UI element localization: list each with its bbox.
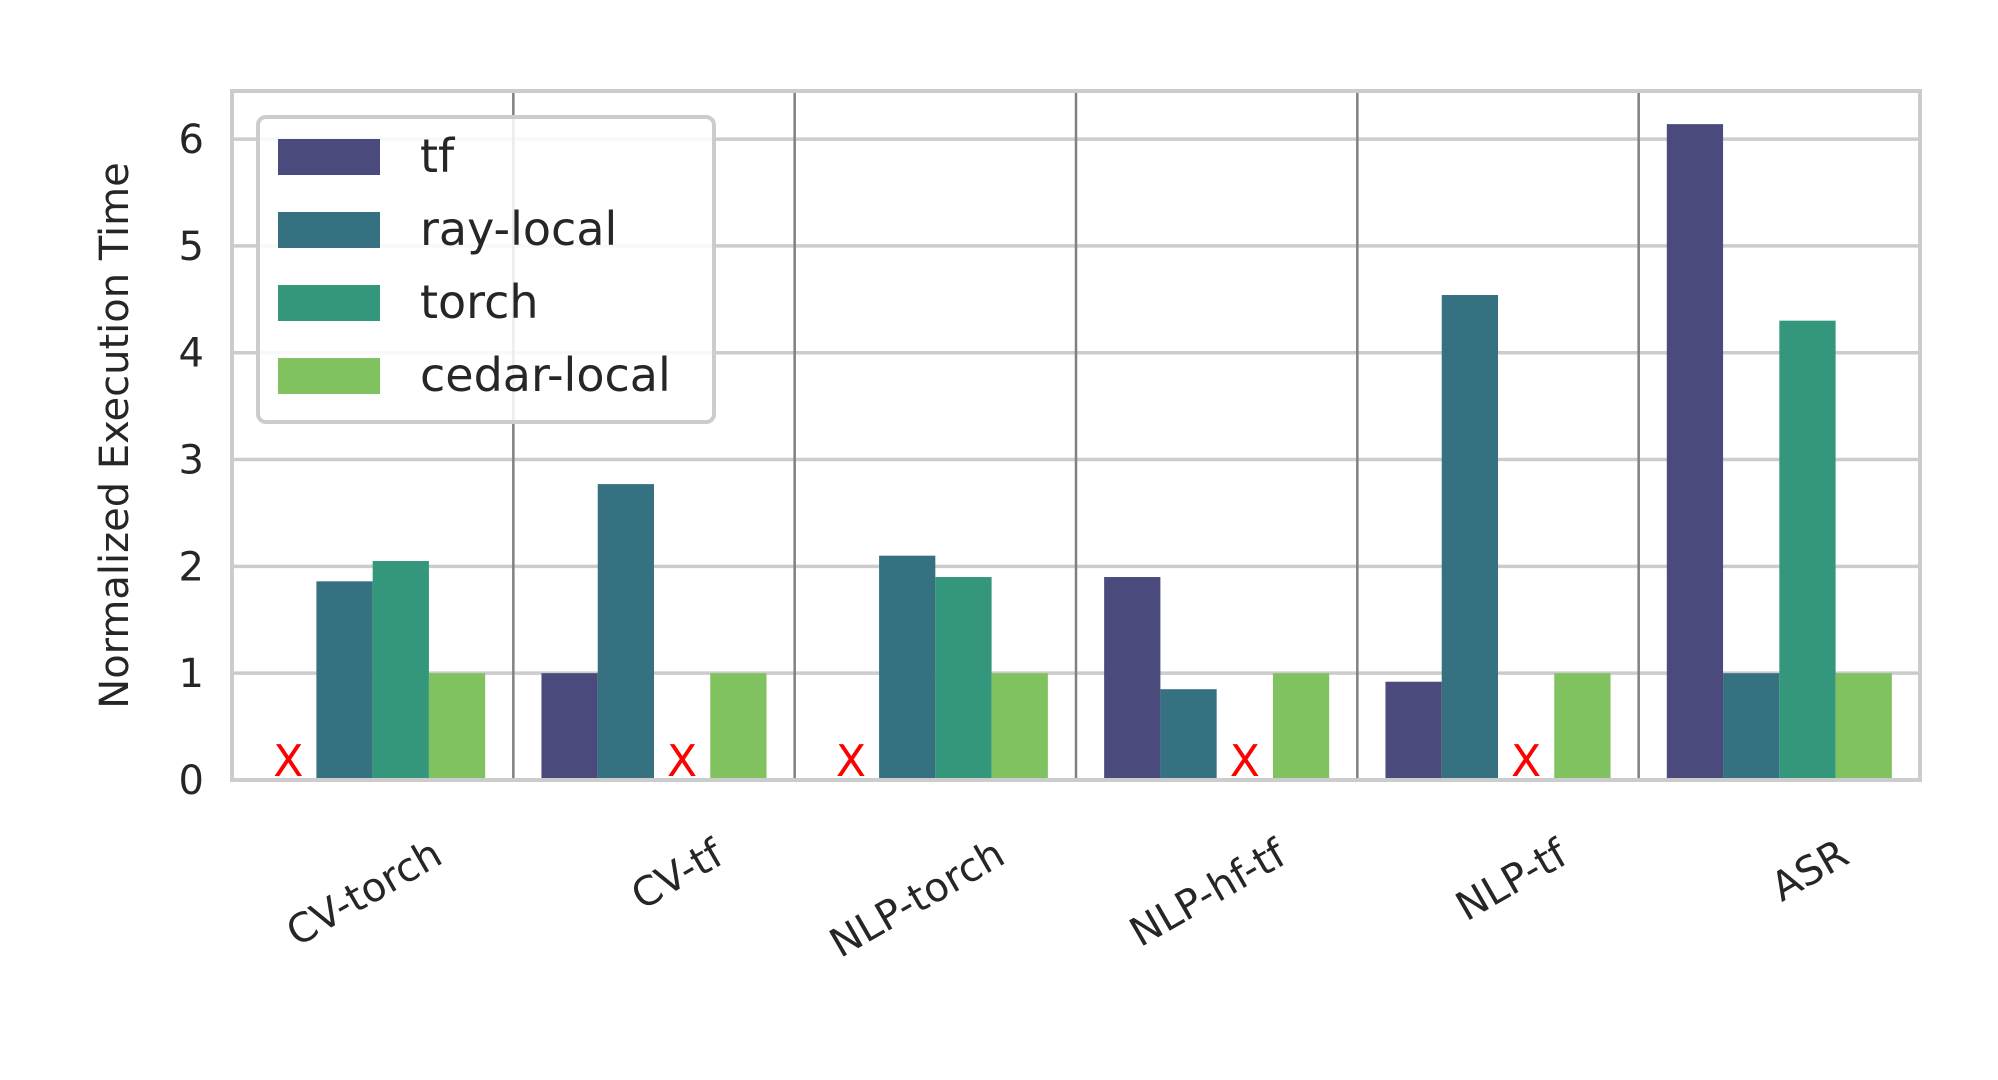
legend-swatch-cedar-local <box>278 358 380 394</box>
y-tick-label: 5 <box>179 224 204 270</box>
legend-box <box>256 115 716 424</box>
group-separators <box>512 91 1640 780</box>
bar-tf-NLP-hf-tf <box>1104 577 1161 780</box>
legend-swatch-torch <box>278 285 380 321</box>
y-tick-label: 1 <box>179 651 204 697</box>
bar-ray-local-CV-tf <box>597 484 654 780</box>
y-tick-label: 2 <box>179 544 204 590</box>
y-axis-title: Normalized Execution Time <box>92 162 138 708</box>
bar-torch-NLP-torch <box>935 577 992 780</box>
legend-swatch-tf <box>278 139 380 175</box>
bar-ray-local-NLP-tf <box>1441 295 1498 780</box>
legend-label-ray-local: ray-local <box>420 202 617 256</box>
legend: tf ray-local torch cedar-local <box>256 115 716 424</box>
bar-cedar-local-NLP-torch <box>991 673 1048 780</box>
y-tick-label: 6 <box>179 117 204 163</box>
plot-frame <box>230 89 1922 782</box>
bar-torch-ASR <box>1779 320 1836 780</box>
y-tick-label: 3 <box>179 438 204 484</box>
y-tick-label: 4 <box>179 331 204 377</box>
bar-cedar-local-CV-torch <box>428 673 486 780</box>
legend-label-tf: tf <box>420 129 456 183</box>
bar-cedar-local-NLP-tf <box>1554 673 1611 780</box>
bar-tf-NLP-tf <box>1385 681 1442 780</box>
legend-swatch-ray-local <box>278 212 380 248</box>
bar-cedar-local-CV-tf <box>710 673 767 780</box>
legend-label-cedar-local: cedar-local <box>420 348 671 402</box>
bars <box>316 124 1892 780</box>
legend-label-torch: torch <box>420 275 539 329</box>
bar-tf-ASR <box>1666 124 1724 780</box>
y-tick-labels: 0 1 2 3 4 5 6 <box>179 117 204 804</box>
bar-cedar-local-NLP-hf-tf <box>1272 673 1330 780</box>
bar-ray-local-NLP-hf-tf <box>1160 689 1217 780</box>
bar-tf-CV-tf <box>541 673 598 780</box>
bar-ray-local-NLP-torch <box>879 555 936 780</box>
bar-cedar-local-ASR <box>1835 673 1892 780</box>
bar-ray-local-ASR <box>1723 673 1780 780</box>
y-tick-label: 0 <box>179 758 204 804</box>
bar-torch-CV-torch <box>372 561 429 780</box>
bar-ray-local-CV-torch <box>316 581 373 780</box>
